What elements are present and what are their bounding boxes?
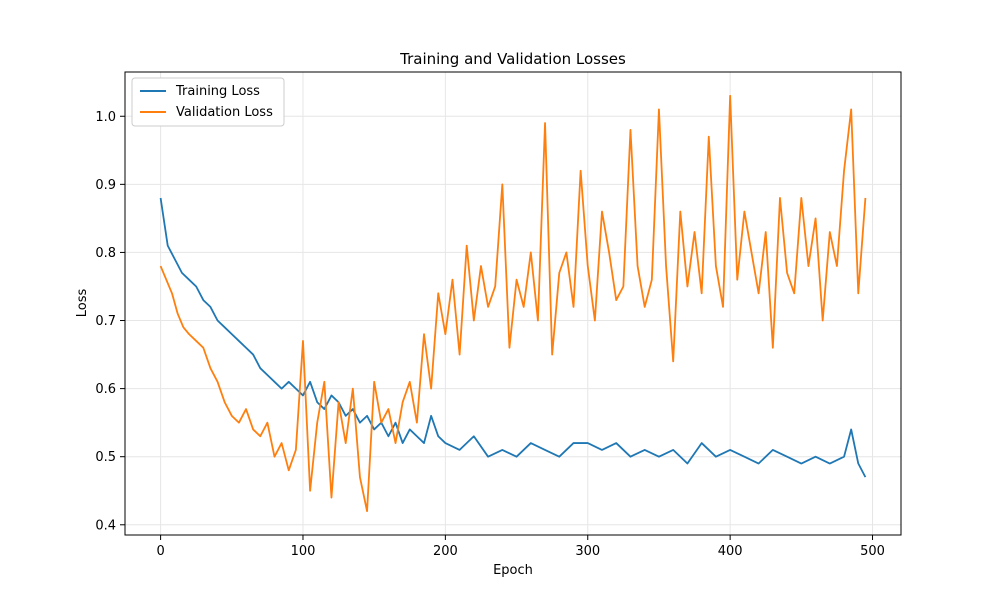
plot-background — [125, 72, 901, 535]
x-tick-label: 500 — [860, 544, 885, 559]
series-line-training-loss — [159, 197, 867, 478]
x-tick-label: 300 — [575, 544, 600, 559]
y-tick-label: 1.0 — [95, 110, 116, 125]
y-tick-label: 0.8 — [95, 246, 116, 261]
legend: Training Loss Validation Loss — [131, 77, 285, 127]
series-line-validation-loss — [159, 94, 867, 513]
x-tick-label: 400 — [718, 544, 743, 559]
legend-label-training: Training Loss — [175, 84, 260, 99]
x-tick-label: 0 — [156, 544, 164, 559]
x-axis-label: Epoch — [493, 563, 533, 578]
legend-box — [131, 77, 285, 127]
y-tick-label: 0.9 — [95, 178, 116, 193]
y-tick-label: 0.5 — [95, 450, 116, 465]
y-tick-label: 0.4 — [95, 518, 116, 533]
ticks: 0 100 200 300 400 500 0.4 0.5 0.6 0.7 0.8 0.9 1.0 — [95, 110, 885, 559]
y-tick-label: 0.6 — [95, 382, 116, 397]
series-layer — [159, 94, 867, 513]
x-tick-label: 200 — [433, 544, 458, 559]
plot-frame — [124, 71, 902, 536]
legend-label-validation: Validation Loss — [176, 105, 273, 120]
x-tick-label: 100 — [291, 544, 316, 559]
y-axis-label: Loss — [75, 289, 90, 318]
chart-title: Training and Validation Losses — [399, 50, 626, 68]
y-tick-label: 0.7 — [95, 314, 116, 329]
